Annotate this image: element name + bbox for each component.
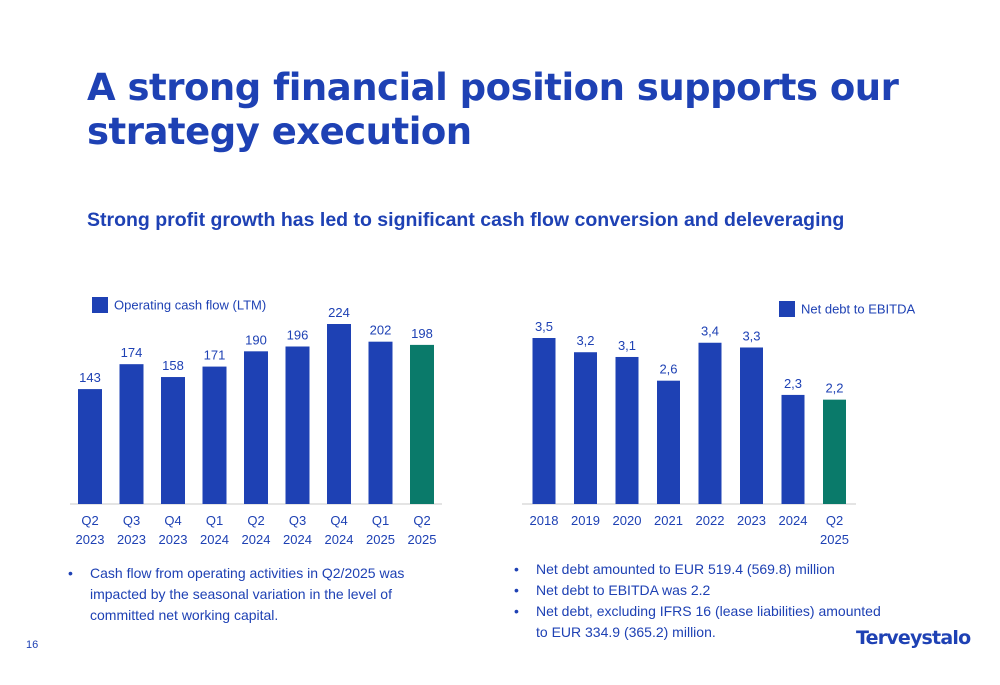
bar [410, 344, 434, 504]
data-label: 202 [370, 323, 392, 338]
tick-label: Q2 [826, 513, 843, 528]
tick-label: 2025 [408, 532, 437, 547]
bar [740, 347, 763, 504]
tick-label: Q2 [81, 513, 98, 528]
data-label: 158 [162, 358, 184, 373]
legend-swatch [92, 297, 108, 313]
legend-label: Operating cash flow (LTM) [114, 298, 266, 313]
cash-flow-notes: Cash flow from operating activities in Q… [64, 563, 424, 626]
tick-label: 2025 [820, 532, 849, 547]
data-label: 224 [328, 305, 350, 320]
data-label: 3,4 [701, 324, 719, 339]
bar [615, 356, 639, 504]
bar [202, 366, 227, 504]
tick-label: 2023 [737, 513, 766, 528]
tick-label: 2024 [200, 532, 229, 547]
slide-title: A strong financial position supports our… [87, 66, 899, 153]
bullet-item: Cash flow from operating activities in Q… [64, 563, 424, 626]
data-label: 198 [411, 326, 433, 341]
tick-label: 2024 [779, 513, 808, 528]
data-label: 190 [245, 332, 267, 347]
tick-label: 2024 [325, 532, 354, 547]
tick-label: 2019 [571, 513, 600, 528]
tick-label: 2018 [530, 513, 559, 528]
page-number: 16 [26, 639, 39, 651]
data-label: 3,5 [535, 319, 553, 334]
data-label: 2,3 [784, 376, 802, 391]
tick-label: 2021 [654, 513, 683, 528]
bar [161, 377, 185, 504]
bar [698, 342, 722, 504]
legend-label: Net debt to EBITDA [801, 302, 915, 317]
tick-label: 2023 [76, 532, 105, 547]
bar [781, 394, 805, 504]
bar [823, 399, 846, 504]
legend-swatch [779, 301, 795, 317]
bullet-item: Net debt, excluding IFRS 16 (lease liabi… [510, 601, 890, 643]
bullet-item: Net debt to EBITDA was 2.2 [510, 580, 890, 601]
tick-label: 2025 [366, 532, 395, 547]
bar [657, 380, 680, 504]
bar [327, 324, 351, 504]
terveystalo-logo: Terveystalo [856, 627, 971, 649]
bar [244, 351, 268, 504]
tick-label: 2020 [613, 513, 642, 528]
data-label: 3,2 [576, 333, 594, 348]
tick-label: Q1 [206, 513, 223, 528]
slide-subtitle: Strong profit growth has led to signific… [87, 209, 845, 231]
data-label: 3,1 [618, 338, 636, 353]
bar [532, 338, 556, 504]
bar [368, 341, 393, 504]
tick-label: Q2 [413, 513, 430, 528]
bar [285, 346, 310, 504]
data-label: 2,6 [659, 362, 677, 377]
bar [78, 389, 102, 504]
net-debt-notes: Net debt amounted to EUR 519.4 (569.8) m… [510, 559, 890, 643]
tick-label: Q3 [289, 513, 306, 528]
data-label: 196 [287, 328, 309, 343]
tick-label: 2024 [283, 532, 312, 547]
bar [574, 352, 597, 504]
data-label: 2,2 [825, 381, 843, 396]
tick-label: 2022 [696, 513, 725, 528]
tick-label: Q3 [123, 513, 140, 528]
tick-label: Q2 [247, 513, 264, 528]
tick-label: Q4 [164, 513, 181, 528]
data-label: 143 [79, 370, 101, 385]
tick-label: 2023 [159, 532, 188, 547]
data-label: 3,3 [742, 328, 760, 343]
tick-label: 2024 [242, 532, 271, 547]
tick-label: Q1 [372, 513, 389, 528]
bullet-item: Net debt amounted to EUR 519.4 (569.8) m… [510, 559, 890, 580]
tick-label: Q4 [330, 513, 347, 528]
tick-label: 2023 [117, 532, 146, 547]
data-label: 171 [204, 348, 226, 363]
data-label: 174 [121, 345, 143, 360]
bar [119, 364, 144, 504]
